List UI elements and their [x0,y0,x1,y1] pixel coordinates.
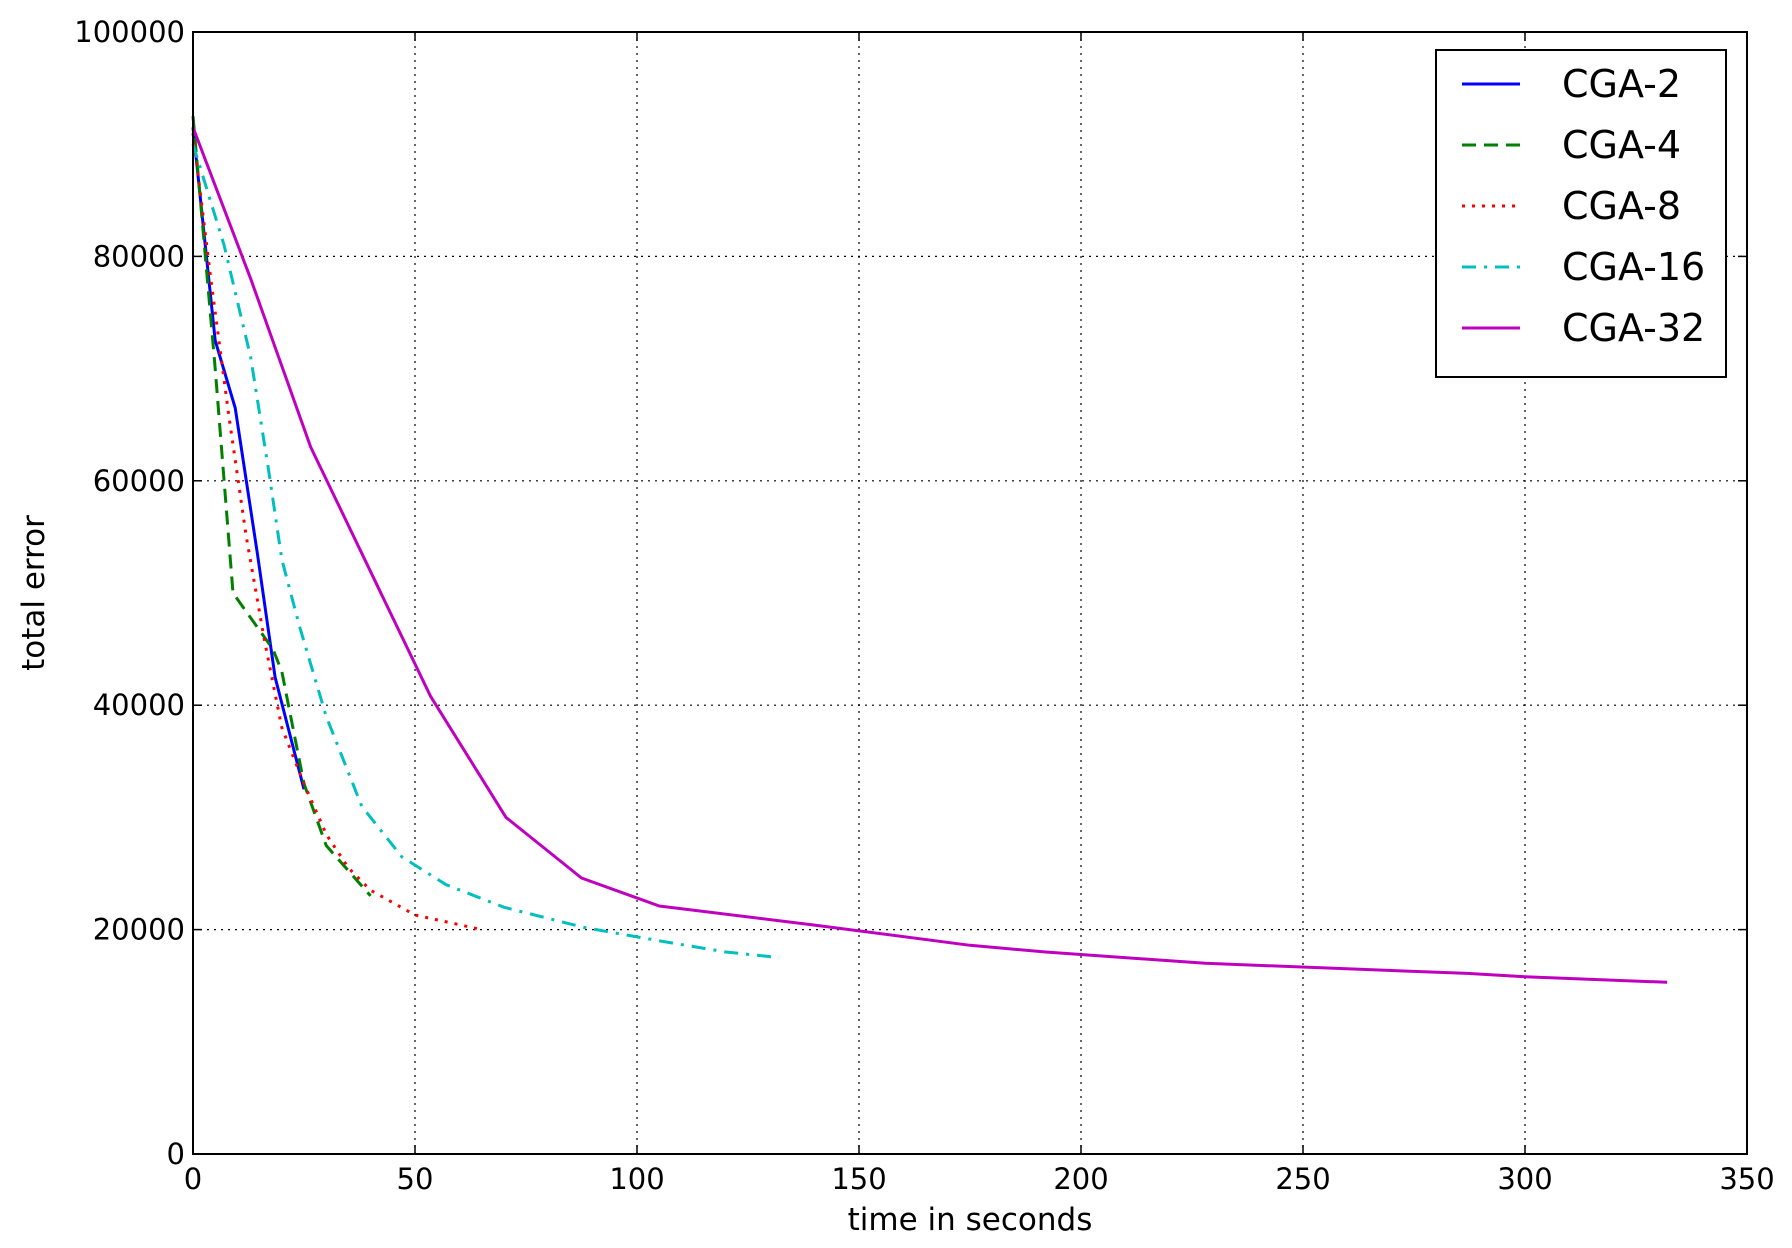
y-tick-label: 60000 [93,464,185,498]
x-tick-label: 100 [609,1162,664,1196]
axis-ticks: 0 50 100 150 200 250 300 350 0 20000 40000 60000 800… [74,15,1774,1196]
x-tick-label: 300 [1497,1162,1552,1196]
x-tick-label: 0 [184,1162,202,1196]
series-line-cga-8 [191,132,482,932]
x-tick-label: 200 [1053,1162,1108,1196]
y-tick-label: 40000 [93,688,185,722]
legend: CGA-2 CGA-4 CGA-8 CGA-16 CGA-32 [1435,49,1727,378]
legend-label: CGA-2 [1562,62,1681,106]
y-tick-label: 100000 [74,15,185,49]
series-line-cga-16 [191,143,780,960]
series-line-cga-2 [191,127,306,790]
x-axis-label: time in seconds [848,1202,1093,1238]
legend-label: CGA-16 [1562,245,1705,289]
x-tick-label: 150 [831,1162,886,1196]
x-tick-label: 250 [1275,1162,1330,1196]
x-tick-label: 50 [397,1162,434,1196]
series-line-cga-4 [191,115,372,897]
legend-label: CGA-32 [1562,306,1705,350]
data-series [191,115,1668,984]
y-tick-label: 80000 [93,239,185,273]
x-tick-label: 350 [1719,1162,1774,1196]
y-tick-label: 0 [167,1137,185,1171]
legend-label: CGA-4 [1562,123,1681,167]
y-axis-label: total error [16,515,52,671]
legend-box [1435,49,1727,378]
y-tick-label: 20000 [93,913,185,947]
series-line-cga-32 [191,126,1668,984]
plot-frame [192,31,1748,1155]
legend-label: CGA-8 [1562,184,1681,228]
